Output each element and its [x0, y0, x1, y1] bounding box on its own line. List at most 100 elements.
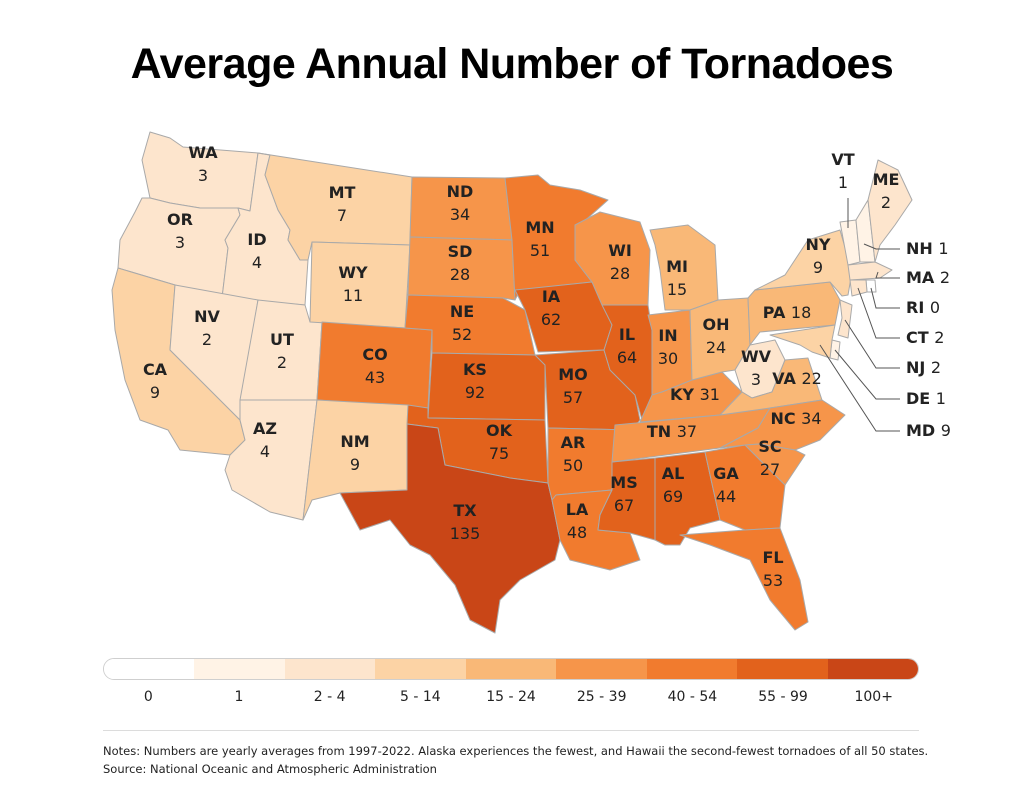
- state-label-oh: OH: [703, 315, 730, 334]
- state-fl: [679, 527, 809, 631]
- state-label-ct: CT 2: [906, 328, 944, 347]
- state-label-nj: NJ 2: [906, 358, 941, 377]
- state-label-la: LA: [566, 500, 589, 519]
- state-label-ca: CA: [143, 360, 168, 379]
- state-value-sd: 28: [450, 265, 470, 284]
- state-value-nm: 9: [350, 455, 360, 474]
- state-label-in: IN: [658, 326, 677, 345]
- state-value-mo: 57: [563, 388, 583, 407]
- state-value-ia: 62: [541, 310, 561, 329]
- notes-text: Notes: Numbers are yearly averages from …: [103, 744, 929, 758]
- state-label-or: OR: [167, 210, 193, 229]
- state-label-nc: NC 34: [770, 409, 821, 428]
- state-label-nd: ND: [447, 182, 474, 201]
- state-value-tx: 135: [450, 524, 481, 543]
- state-value-wy: 11: [343, 286, 363, 305]
- state-label-ar: AR: [561, 433, 586, 452]
- state-label-ne: NE: [450, 302, 474, 321]
- legend-labels: 0 1 2 - 4 5 - 14 15 - 24 25 - 39 40 - 54 55 - 9…: [103, 689, 919, 705]
- callout-line-ma: [875, 271, 900, 279]
- state-label-nv: NV: [194, 307, 220, 326]
- legend-swatch-0: [104, 659, 195, 679]
- state-label-mi: MI: [666, 257, 688, 276]
- state-ky: [639, 371, 743, 423]
- legend-color-bar: [103, 658, 919, 680]
- state-label-mn: MN: [525, 218, 554, 237]
- state-value-la: 48: [567, 523, 587, 542]
- legend-swatch-7: [737, 659, 828, 679]
- state-value-or: 3: [175, 233, 185, 252]
- callout-line-nj: [844, 319, 900, 369]
- state-value-id: 4: [252, 253, 262, 272]
- state-value-ca: 9: [150, 383, 160, 402]
- state-label-ms: MS: [610, 473, 637, 492]
- legend-label-7: 55 - 99: [758, 689, 808, 705]
- state-value-wi: 28: [610, 264, 630, 283]
- state-label-md: MD 9: [906, 421, 951, 440]
- state-value-oh: 24: [706, 338, 726, 357]
- callout-line-md: [819, 344, 900, 432]
- callout-line-nh: [863, 243, 900, 250]
- state-label-fl: FL: [762, 548, 783, 567]
- state-label-ok: OK: [486, 421, 513, 440]
- map-title: Average Annual Number of Tornadoes: [130, 40, 894, 88]
- legend-label-2: 2 - 4: [313, 689, 346, 705]
- state-label-id: ID: [247, 230, 266, 249]
- legend-swatch-4: [465, 659, 557, 679]
- legend-label-6: 40 - 54: [667, 689, 718, 705]
- callout-line-ct: [857, 287, 900, 339]
- legend-label-4: 15 - 24: [486, 689, 536, 705]
- legend-swatch-1: [194, 659, 285, 679]
- state-value-sc: 27: [760, 460, 780, 479]
- state-value-wa: 3: [198, 166, 208, 185]
- state-value-nd: 34: [450, 205, 470, 224]
- state-label-wa: WA: [188, 143, 218, 162]
- state-value-ok: 75: [489, 444, 509, 463]
- state-value-ks: 92: [465, 383, 485, 402]
- state-value-fl: 53: [763, 571, 783, 590]
- state-label-vt: VT: [831, 150, 854, 169]
- state-md: [769, 324, 836, 359]
- state-value-in: 30: [658, 349, 678, 368]
- state-value-wv: 3: [751, 370, 761, 389]
- source-text: Source: National Oceanic and Atmospheric…: [103, 762, 437, 776]
- state-value-ut: 2: [277, 353, 287, 372]
- state-value-az: 4: [260, 442, 270, 461]
- divider: [103, 730, 919, 731]
- state-value-mi: 15: [667, 280, 687, 299]
- state-me: [867, 159, 913, 263]
- state-label-va: VA 22: [772, 369, 822, 388]
- state-value-ne: 52: [452, 325, 472, 344]
- state-va: [719, 357, 823, 416]
- state-value-me: 2: [881, 193, 891, 212]
- legend-swatch-6: [646, 659, 738, 679]
- state-label-tx: TX: [453, 501, 477, 520]
- state-label-nh: NH 1: [906, 239, 949, 258]
- legend-label-8: 100+: [854, 689, 893, 705]
- state-value-ga: 44: [716, 487, 736, 506]
- state-label-mo: MO: [558, 365, 588, 384]
- state-wy: [309, 241, 411, 329]
- us-tornado-map: WA 3 OR 3 CA 9 ID 4 NV 2 UT 2 AZ 4 MT 7 WY 11 CO 43 NM 9 ND 34 S…: [111, 131, 951, 634]
- state-value-ms: 67: [614, 496, 634, 515]
- legend: 0 1 2 - 4 5 - 14 15 - 24 25 - 39 40 - 54 55 - 9…: [103, 658, 919, 705]
- state-value-il: 64: [617, 348, 637, 367]
- state-value-ny: 9: [813, 258, 823, 277]
- state-label-pa: PA 18: [763, 303, 812, 322]
- state-ri: [865, 279, 877, 293]
- state-label-ks: KS: [463, 360, 487, 379]
- legend-label-3: 5 - 14: [400, 689, 441, 705]
- callout-line-ri: [870, 287, 900, 309]
- state-value-al: 69: [663, 487, 683, 506]
- state-label-ri: RI 0: [906, 298, 940, 317]
- state-value-vt: 1: [838, 173, 848, 192]
- callout-line-de: [834, 349, 900, 400]
- state-label-sc: SC: [758, 437, 781, 456]
- state-label-mt: MT: [329, 183, 356, 202]
- state-sd: [407, 236, 516, 301]
- state-label-ma: MA 2: [906, 268, 950, 287]
- state-label-ga: GA: [713, 464, 739, 483]
- legend-swatch-3: [375, 659, 466, 679]
- legend-label-1: 1: [234, 689, 244, 705]
- legend-swatch-2: [284, 659, 376, 679]
